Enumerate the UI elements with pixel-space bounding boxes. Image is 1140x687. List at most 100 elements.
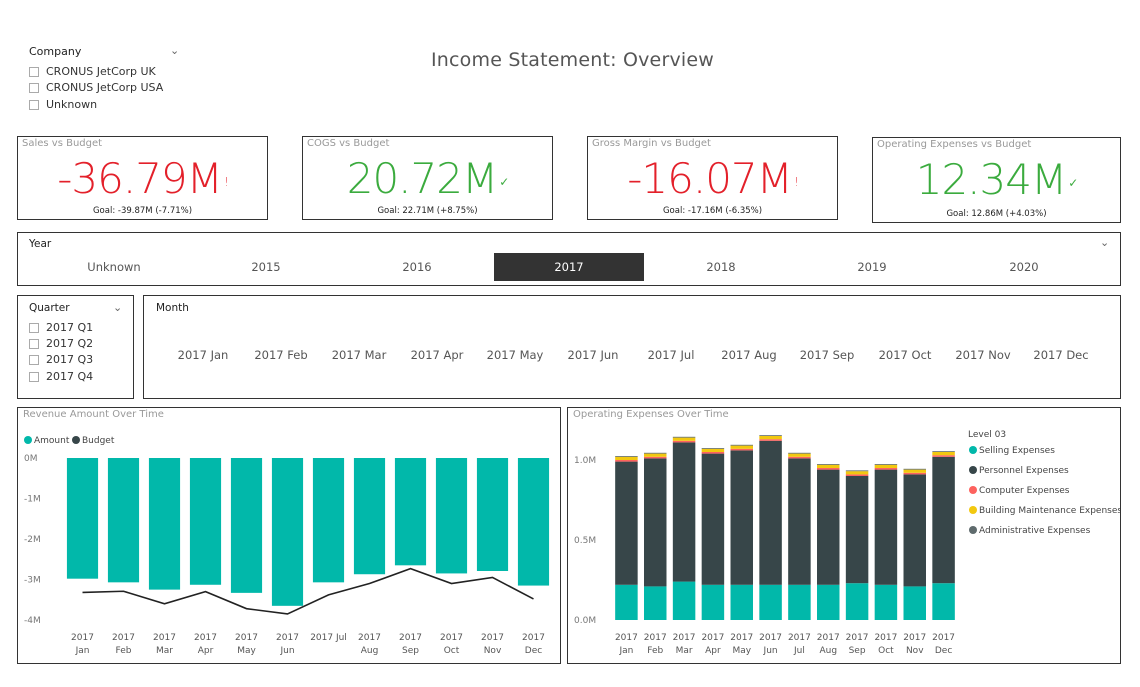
kpi-card-operating-expenses[interactable]: Operating Expenses vs Budget 12.34M ✓ Goa… xyxy=(872,137,1121,223)
x-tick-label: 2017 xyxy=(644,633,667,643)
chevron-down-icon[interactable]: ⌄ xyxy=(1100,236,1110,249)
x-tick-label: 2017 xyxy=(701,633,724,643)
stack-segment xyxy=(759,440,782,585)
kpi-goal: Goal: -17.16M (-6.35%) xyxy=(662,206,763,216)
opex-chart[interactable]: Operating Expenses Over Time 0.0M 0.5M 1.0… xyxy=(567,407,1121,664)
x-tick-label: 2017 xyxy=(522,633,545,643)
amount-bar xyxy=(476,458,509,571)
legend-label: Personnel Expenses xyxy=(979,466,1069,476)
month-option[interactable]: 2017 Jan xyxy=(177,348,229,362)
stack-segment xyxy=(730,445,753,449)
alert-icon: ! xyxy=(793,174,799,189)
year-option[interactable]: 2018 xyxy=(706,260,736,274)
legend-label: Administrative Expenses xyxy=(979,526,1091,536)
checkbox[interactable] xyxy=(29,66,39,77)
kpi-card-gross-margin[interactable]: Gross Margin vs Budget -16.07M! Goal: -1… xyxy=(587,136,838,220)
stack-segment xyxy=(730,444,753,446)
amount-bar xyxy=(394,458,427,566)
x-tick-label: Mar xyxy=(676,646,693,656)
stack-segment xyxy=(759,436,782,440)
quarter-option[interactable]: 2017 Q4 xyxy=(29,370,93,383)
checkbox[interactable] xyxy=(29,99,39,110)
page-title: Income Statement: Overview xyxy=(430,49,715,71)
checkbox[interactable] xyxy=(29,82,39,93)
x-tick-label: 2017 xyxy=(846,633,869,643)
month-option[interactable]: 2017 Nov xyxy=(955,348,1011,362)
year-option[interactable]: Unknown xyxy=(87,260,141,274)
kpi-card-cogs[interactable]: COGS vs Budget 20.72M ✓ Goal: 22.71M (+8.… xyxy=(302,136,553,220)
y-tick-label: 1.0M xyxy=(574,456,596,466)
quarter-option[interactable]: 2017 Q1 xyxy=(29,321,93,334)
legend-swatch xyxy=(969,446,977,454)
legend-label: Building Maintenance Expenses xyxy=(979,506,1120,516)
chevron-down-icon[interactable]: ⌄ xyxy=(113,301,123,314)
company-option[interactable]: Unknown xyxy=(29,98,97,111)
kpi-title: Operating Expenses vs Budget xyxy=(877,139,1032,150)
checkbox[interactable] xyxy=(29,354,39,365)
kpi-card-sales[interactable]: Sales vs Budget -36.79M! Goal: -39.87M (… xyxy=(17,136,268,220)
chart-title: Operating Expenses Over Time xyxy=(573,409,729,420)
month-option[interactable]: 2017 Aug xyxy=(721,348,777,362)
opex-chart-svg: 0.0M 0.5M 1.0M 2017 Jan 2017 Feb 2017 Mar 2017 Apr… xyxy=(574,430,1120,656)
year-option[interactable]: 2016 xyxy=(402,260,432,274)
x-tick-label: Aug xyxy=(819,646,837,656)
y-tick-label: -2M xyxy=(24,535,41,545)
stack-segment xyxy=(817,584,840,620)
quarter-slicer xyxy=(17,295,134,399)
quarter-option[interactable]: 2017 Q2 xyxy=(29,337,93,350)
revenue-chart[interactable]: Revenue Amount Over Time Amount Budget 0M -… xyxy=(17,407,561,664)
chevron-down-icon[interactable]: ⌄ xyxy=(170,44,180,57)
kpi-value: -16.07M! xyxy=(627,154,799,203)
month-option[interactable]: 2017 Apr xyxy=(410,348,464,362)
amount-bar xyxy=(107,458,140,583)
year-option[interactable]: 2015 xyxy=(251,260,281,274)
month-option[interactable]: 2017 Jun xyxy=(567,348,619,362)
quarter-option-label: 2017 Q2 xyxy=(46,337,94,350)
stack-segment xyxy=(701,453,725,585)
month-option[interactable]: 2017 Oct xyxy=(878,348,932,362)
stack-segment xyxy=(672,436,696,438)
year-slicer-title: Year xyxy=(29,238,52,250)
quarter-option[interactable]: 2017 Q3 xyxy=(29,353,93,366)
x-tick-label: Dec xyxy=(935,646,952,656)
month-option[interactable]: 2017 Dec xyxy=(1033,348,1089,362)
month-option[interactable]: 2017 Jul xyxy=(647,348,695,362)
x-tick-label: Apr xyxy=(705,646,721,656)
x-tick-label: Mar xyxy=(156,646,173,656)
year-option[interactable]: 2020 xyxy=(1009,260,1039,274)
kpi-title: COGS vs Budget xyxy=(307,138,390,149)
month-option[interactable]: 2017 Sep xyxy=(799,348,855,362)
x-tick-label: Feb xyxy=(647,646,663,656)
checkbox[interactable] xyxy=(29,322,39,333)
checkbox[interactable] xyxy=(29,338,39,349)
stack-segment xyxy=(701,448,725,449)
quarter-slicer-title: Quarter xyxy=(29,302,70,314)
stack-segment xyxy=(874,469,898,585)
month-option[interactable]: 2017 Mar xyxy=(331,348,387,362)
kpi-goal: Goal: 12.86M (+4.03%) xyxy=(946,209,1047,219)
y-tick-label: -4M xyxy=(24,616,41,626)
company-option[interactable]: CRONUS JetCorp USA xyxy=(29,81,163,94)
month-option[interactable]: 2017 May xyxy=(486,348,544,362)
checkbox[interactable] xyxy=(29,371,39,382)
x-tick-label: 2017 xyxy=(112,633,135,643)
amount-bar xyxy=(517,458,550,586)
x-tick-label: Sep xyxy=(402,646,419,656)
stack-segment xyxy=(672,437,696,441)
x-tick-label: 2017 xyxy=(358,633,381,643)
month-option[interactable]: 2017 Feb xyxy=(254,348,308,362)
x-tick-label: 2017 xyxy=(673,633,696,643)
amount-bar xyxy=(66,458,99,579)
kpi-value: 12.34M ✓ xyxy=(915,155,1079,204)
x-tick-label: Sep xyxy=(849,646,866,656)
stack-segment xyxy=(788,456,811,459)
legend-swatch xyxy=(969,486,977,494)
company-option[interactable]: CRONUS JetCorp UK xyxy=(29,65,156,78)
stack-segment xyxy=(932,583,955,620)
year-option-selected[interactable]: 2017 xyxy=(494,253,644,281)
amount-bar xyxy=(435,458,468,574)
check-icon: ✓ xyxy=(1068,175,1078,190)
stack-segment xyxy=(874,468,898,470)
year-option[interactable]: 2019 xyxy=(857,260,887,274)
stack-segment xyxy=(644,456,667,459)
